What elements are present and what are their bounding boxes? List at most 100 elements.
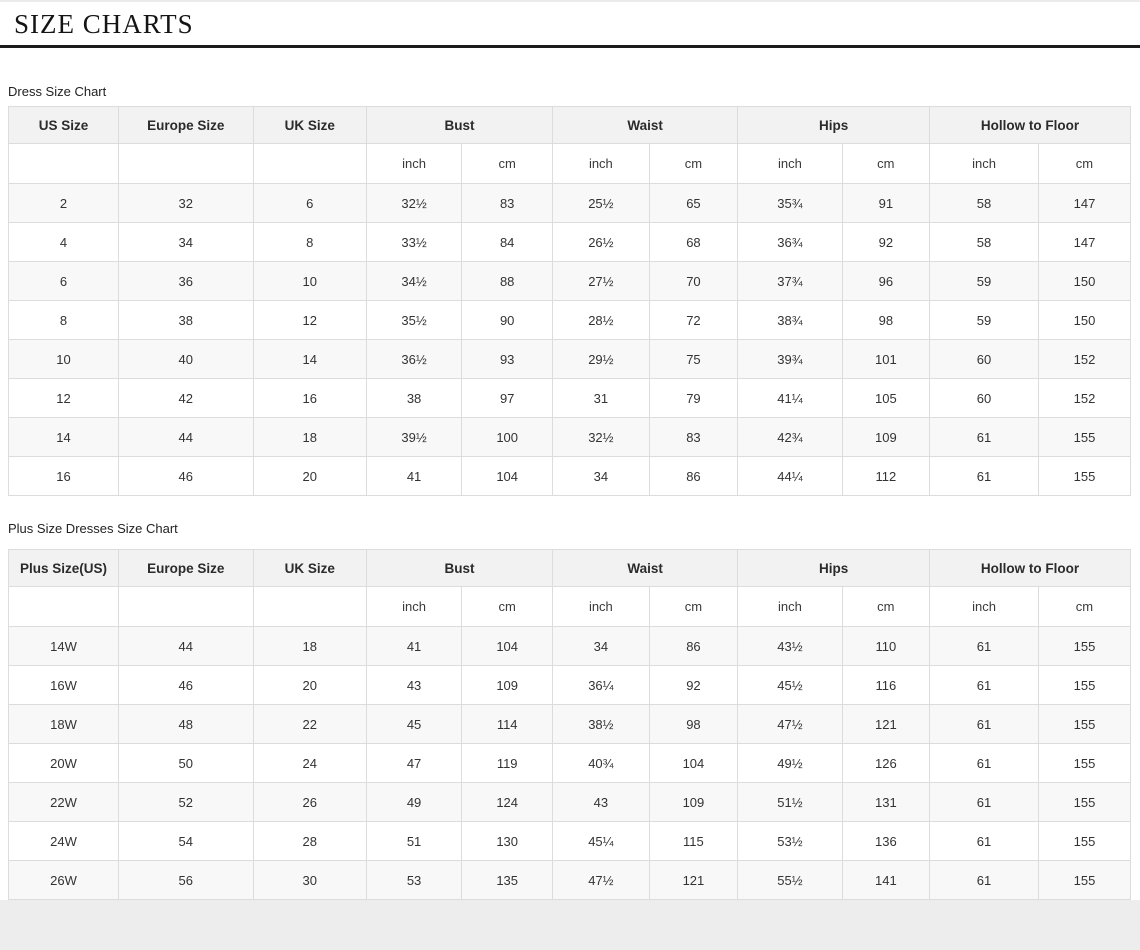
page-header: SIZE CHARTS — [0, 2, 1140, 48]
table-cell: 68 — [648, 222, 739, 262]
table-cell: 10 — [8, 339, 119, 379]
table-cell: 86 — [648, 456, 739, 496]
column-header: Europe Size — [117, 106, 254, 144]
table-cell: 56 — [117, 860, 254, 900]
table-cell: 135 — [461, 860, 554, 900]
size-charts-container: Dress Size Chart US Size Europe Size UK Siz… — [0, 84, 1140, 900]
table-cell: 93 — [461, 339, 554, 379]
table-cell: 86 — [648, 626, 739, 666]
table-row: 6 36 10 34½ 88 27½ 70 37¾ 96 59 150 — [8, 261, 1132, 301]
table-cell: 150 — [1037, 300, 1132, 340]
table-cell: 46 — [117, 665, 254, 705]
table-cell: 155 — [1037, 782, 1132, 822]
measure-group-header: Waist — [552, 106, 739, 144]
table-cell: 52 — [117, 782, 254, 822]
unit-header: inch — [929, 143, 1039, 184]
table-cell: 121 — [648, 860, 739, 900]
table-cell: 50 — [117, 743, 254, 783]
unit-header: cm — [461, 586, 554, 627]
table-cell: 34 — [552, 456, 650, 496]
table-row: 20W 50 24 47 119 40¾ 104 49½ 126 61 155 — [8, 743, 1132, 783]
table-cell: 90 — [461, 300, 554, 340]
table-cell: 20 — [252, 665, 367, 705]
table-cell: 36½ — [365, 339, 463, 379]
table-cell: 14 — [252, 339, 367, 379]
table-cell: 61 — [929, 665, 1039, 705]
table-cell: 61 — [929, 417, 1039, 457]
table-cell: 61 — [929, 821, 1039, 861]
unit-header: inch — [552, 143, 650, 184]
table-cell: 48 — [117, 704, 254, 744]
table-row: 2 32 6 32½ 83 25½ 65 35¾ 91 58 147 — [8, 183, 1132, 223]
table-cell: 40¾ — [552, 743, 650, 783]
measure-group-header: Hips — [737, 549, 931, 587]
table-cell: 25½ — [552, 183, 650, 223]
table-cell: 49½ — [737, 743, 843, 783]
table-cell: 39¾ — [737, 339, 843, 379]
table-row: 12 42 16 38 97 31 79 41¼ 105 60 152 — [8, 378, 1132, 418]
table-cell: 55½ — [737, 860, 843, 900]
table-cell: 92 — [841, 222, 931, 262]
table-cell: 104 — [461, 456, 554, 496]
unit-header: inch — [365, 143, 463, 184]
table-cell: 79 — [648, 378, 739, 418]
table-cell: 155 — [1037, 626, 1132, 666]
table-cell: 32½ — [365, 183, 463, 223]
table-cell: 155 — [1037, 704, 1132, 744]
unit-header: cm — [648, 143, 739, 184]
section-label: Dress Size Chart — [8, 84, 107, 99]
table-cell: 109 — [841, 417, 931, 457]
table-cell: 33½ — [365, 222, 463, 262]
column-header: Europe Size — [117, 549, 254, 587]
table-cell: 43½ — [737, 626, 843, 666]
unit-header: cm — [841, 143, 931, 184]
table-cell: 43 — [552, 782, 650, 822]
table-cell: 45¼ — [552, 821, 650, 861]
table-cell: 53½ — [737, 821, 843, 861]
table-cell: 16 — [252, 378, 367, 418]
table-cell: 46 — [117, 456, 254, 496]
unit-header: inch — [929, 586, 1039, 627]
column-header: Plus Size(US) — [8, 549, 119, 587]
table-cell: 152 — [1037, 378, 1132, 418]
table-cell: 47½ — [737, 704, 843, 744]
table-cell: 30 — [252, 860, 367, 900]
table-cell: 109 — [461, 665, 554, 705]
table-cell: 45½ — [737, 665, 843, 705]
table-cell: 47½ — [552, 860, 650, 900]
table-cell: 104 — [461, 626, 554, 666]
table-cell: 38¾ — [737, 300, 843, 340]
table-cell: 58 — [929, 183, 1039, 223]
table-cell: 59 — [929, 261, 1039, 301]
table-cell: 39½ — [365, 417, 463, 457]
table-cell: 16 — [8, 456, 119, 496]
table-cell: 60 — [929, 339, 1039, 379]
table-cell: 58 — [929, 222, 1039, 262]
unit-header: cm — [648, 586, 739, 627]
table-cell: 35¾ — [737, 183, 843, 223]
table-row: 10 40 14 36½ 93 29½ 75 39¾ 101 60 152 — [8, 339, 1132, 379]
table-cell: 34 — [552, 626, 650, 666]
table-row: 16W 46 20 43 109 36¼ 92 45½ 116 61 155 — [8, 665, 1132, 705]
table-cell: 61 — [929, 704, 1039, 744]
table-cell: 12 — [8, 378, 119, 418]
measure-group-header: Waist — [552, 549, 739, 587]
table-cell: 105 — [841, 378, 931, 418]
empty-header-cell — [8, 586, 119, 627]
table-cell: 24 — [252, 743, 367, 783]
table-cell: 119 — [461, 743, 554, 783]
table-cell: 43 — [365, 665, 463, 705]
header-row: Plus Size(US) Europe Size UK Size Bust Waist… — [8, 549, 1131, 587]
empty-header-cell — [252, 586, 367, 627]
unit-header: cm — [1037, 586, 1132, 627]
table-cell: 54 — [117, 821, 254, 861]
table-cell: 131 — [841, 782, 931, 822]
table-cell: 155 — [1037, 417, 1132, 457]
table-cell: 36¾ — [737, 222, 843, 262]
unit-header: cm — [461, 143, 554, 184]
table-cell: 38½ — [552, 704, 650, 744]
table-cell: 84 — [461, 222, 554, 262]
table-cell: 115 — [648, 821, 739, 861]
plus-size-chart-table: Plus Size(US) Europe Size UK Size Bust Waist… — [8, 549, 1132, 900]
table-cell: 49 — [365, 782, 463, 822]
